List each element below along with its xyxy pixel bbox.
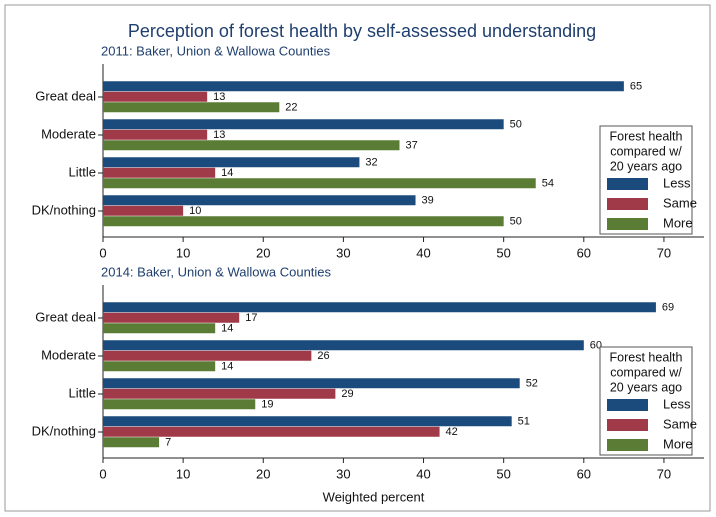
bar: [103, 129, 208, 140]
bar: [103, 205, 184, 216]
legend-title: 20 years ago: [610, 159, 682, 173]
x-tick-label: 60: [577, 466, 591, 481]
bar: [103, 195, 416, 206]
bar: [103, 91, 208, 102]
bar: [103, 302, 656, 313]
legend-label: Same: [663, 416, 697, 431]
legend-label: More: [663, 215, 693, 230]
y-tick-label: DK/nothing: [32, 202, 96, 217]
bar-value-label: 14: [221, 360, 233, 372]
x-tick-label: 70: [657, 466, 671, 481]
bar: [103, 426, 440, 437]
bar: [103, 157, 360, 168]
bar: [103, 350, 312, 361]
x-tick-label: 20: [256, 245, 270, 260]
bar-value-label: 52: [526, 377, 538, 389]
x-axis-label: Weighted percent: [323, 489, 425, 504]
x-tick-label: 30: [336, 466, 350, 481]
bar: [103, 216, 504, 227]
x-tick-label: 10: [176, 466, 190, 481]
bar-value-label: 39: [422, 194, 434, 206]
x-tick-label: 70: [657, 245, 671, 260]
legend-label: Less: [663, 396, 691, 411]
bar: [103, 81, 624, 92]
bar: [103, 340, 584, 351]
x-tick-label: 30: [336, 245, 350, 260]
x-tick-label: 50: [496, 466, 510, 481]
x-tick-label: 20: [256, 466, 270, 481]
bar-value-label: 50: [510, 118, 522, 130]
bar: [103, 323, 216, 334]
bar-value-label: 69: [662, 301, 674, 313]
legend-label: Same: [663, 195, 697, 210]
y-tick-label: Great deal: [35, 88, 96, 103]
legend-swatch: [607, 198, 648, 210]
bar: [103, 119, 504, 130]
bar-value-label: 37: [405, 139, 417, 151]
legend-swatch: [607, 399, 648, 411]
bar-value-label: 13: [213, 129, 225, 141]
legend-title: compared w/: [610, 365, 682, 379]
bar: [103, 102, 280, 113]
bar: [103, 378, 520, 389]
bar: [103, 312, 240, 323]
bar: [103, 437, 160, 448]
bar-value-label: 14: [221, 167, 233, 179]
chart-title: Perception of forest health by self-asse…: [128, 21, 596, 41]
legend-swatch: [607, 419, 648, 431]
bar-value-label: 7: [165, 436, 171, 448]
bar-value-label: 13: [213, 91, 225, 103]
bar-value-label: 54: [542, 177, 554, 189]
bar-value-label: 60: [590, 339, 602, 351]
bar-value-label: 42: [446, 426, 458, 438]
x-tick-label: 40: [416, 466, 430, 481]
legend-swatch: [607, 218, 648, 230]
legend-title: Forest health: [610, 129, 683, 143]
bar: [103, 399, 256, 410]
legend-title: 20 years ago: [610, 380, 682, 394]
bar: [103, 388, 336, 399]
x-tick-label: 60: [577, 245, 591, 260]
x-tick-label: 50: [496, 245, 510, 260]
bar-value-label: 51: [518, 415, 530, 427]
x-tick-label: 0: [99, 466, 106, 481]
bar: [103, 167, 216, 178]
bar-value-label: 22: [285, 101, 297, 113]
bar: [103, 361, 216, 372]
bar-value-label: 65: [630, 80, 642, 92]
bar: [103, 140, 400, 151]
y-tick-label: Moderate: [41, 126, 96, 141]
bar-value-label: 29: [341, 388, 353, 400]
bar-value-label: 26: [317, 350, 329, 362]
x-tick-label: 0: [99, 245, 106, 260]
y-tick-label: Moderate: [41, 347, 96, 362]
legend-swatch: [607, 178, 648, 190]
y-tick-label: Great deal: [35, 309, 96, 324]
legend-label: Less: [663, 175, 691, 190]
bar-value-label: 17: [245, 312, 257, 324]
legend-label: More: [663, 436, 693, 451]
subtitle: 2014: Baker, Union & Wallowa Counties: [101, 264, 332, 279]
legend-title: compared w/: [610, 144, 682, 158]
bar-value-label: 14: [221, 322, 233, 334]
bar-value-label: 32: [365, 156, 377, 168]
x-tick-label: 10: [176, 245, 190, 260]
bar: [103, 178, 536, 189]
x-tick-label: 40: [416, 245, 430, 260]
legend-swatch: [607, 439, 648, 451]
bar-value-label: 19: [261, 398, 273, 410]
y-tick-label: Little: [69, 164, 96, 179]
y-tick-label: DK/nothing: [32, 423, 96, 438]
bar: [103, 416, 512, 427]
bar-value-label: 50: [510, 215, 522, 227]
y-tick-label: Little: [69, 385, 96, 400]
bar-value-label: 10: [189, 205, 201, 217]
legend-title: Forest health: [610, 350, 683, 364]
subtitle: 2011: Baker, Union & Wallowa Counties: [101, 43, 331, 58]
